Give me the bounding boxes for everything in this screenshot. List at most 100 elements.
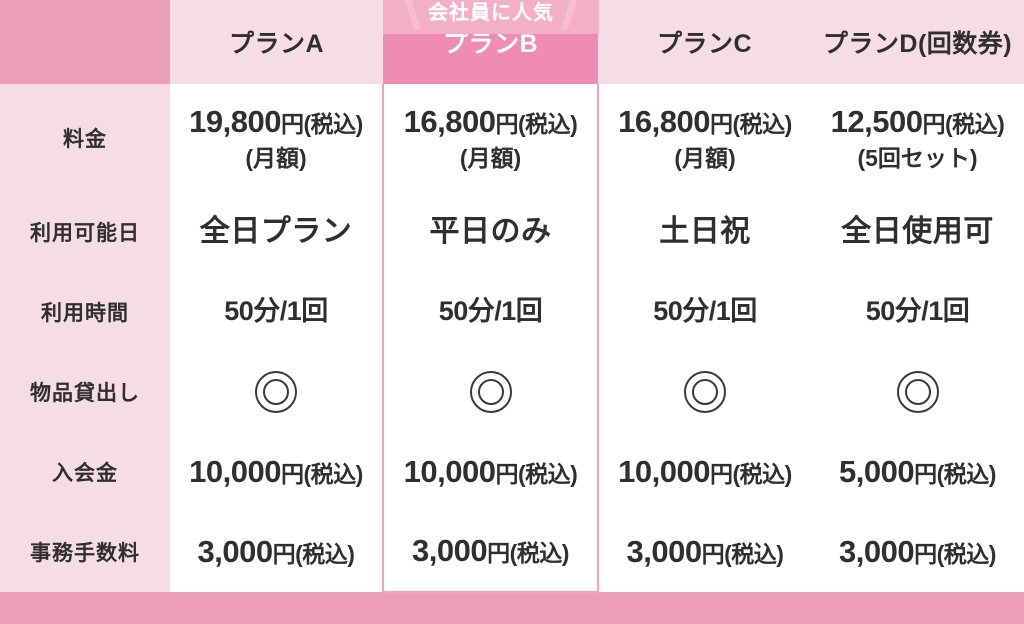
- double-circle-icon: [896, 371, 939, 413]
- cell-entry-fee-plan-a-price: 10,000円(税込): [189, 454, 363, 489]
- cell-admin-fee-plan-b-price: 3,000円(税込): [412, 533, 569, 568]
- cell-admin-fee-plan-b-amount: 3,000: [412, 533, 488, 569]
- table-corner-cell: [0, 0, 170, 84]
- cell-fee-plan-a: 19,800円(税込) (月額): [170, 84, 383, 192]
- ribbon-label: 会社員に人気: [428, 1, 554, 24]
- cell-available-days-plan-b: 平日のみ: [382, 192, 599, 272]
- cell-fee-plan-c: 16,800円(税込) (月額): [598, 84, 811, 192]
- cell-admin-fee-plan-a-price: 3,000円(税込): [198, 534, 355, 569]
- ribbon-slash-right-icon: [560, 0, 579, 30]
- cell-fee-plan-b-amount: 16,800: [403, 104, 496, 140]
- cell-fee-plan-c-sub: (月額): [674, 145, 736, 171]
- cell-fee-plan-c-price: 16,800円(税込): [618, 104, 792, 139]
- cell-fee-plan-d-suffix: 円(税込): [922, 111, 1005, 138]
- cell-available-days-plan-a: 全日プラン: [170, 192, 383, 272]
- table-row-entry-fee: 入会金 10,000円(税込) 10,000円(税込) 10,000円(税込): [0, 432, 1024, 512]
- cell-fee-plan-d-price: 12,500円(税込): [831, 104, 1005, 139]
- column-header-plan-a[interactable]: プランA: [170, 0, 383, 84]
- cell-fee-plan-b-suffix: 円(税込): [495, 111, 578, 138]
- cell-admin-fee-plan-c-price: 3,000円(税込): [627, 534, 784, 569]
- cell-admin-fee-plan-d: 3,000円(税込): [811, 512, 1024, 592]
- row-label-available-days: 利用可能日: [0, 192, 170, 272]
- cell-admin-fee-plan-b: 3,000円(税込): [382, 512, 599, 593]
- cell-fee-plan-d-sub: (5回セット): [857, 145, 978, 171]
- cell-available-days-plan-c-text: 土日祝: [659, 215, 751, 249]
- cell-entry-fee-plan-a-amount: 10,000: [189, 453, 281, 489]
- cell-admin-fee-plan-d-price: 3,000円(税込): [839, 534, 996, 569]
- cell-entry-fee-plan-b-suffix: 円(税込): [495, 460, 578, 487]
- cell-fee-plan-c-suffix: 円(税込): [710, 111, 792, 138]
- row-label-fee: 料金: [0, 84, 170, 192]
- cell-admin-fee-plan-c: 3,000円(税込): [598, 512, 811, 592]
- cell-fee-plan-a-price: 19,800円(税込): [189, 104, 363, 139]
- cell-admin-fee-plan-c-suffix: 円(税込): [701, 540, 784, 567]
- cell-admin-fee-plan-d-suffix: 円(税込): [914, 540, 996, 567]
- cell-fee-plan-b-sub: (月額): [459, 145, 522, 171]
- cell-entry-fee-plan-c-price: 10,000円(税込): [618, 454, 792, 489]
- cell-available-days-plan-d-text: 全日使用可: [841, 215, 994, 249]
- cell-fee-plan-a-amount: 19,800: [189, 104, 281, 140]
- plan-table-body: 料金 19,800円(税込) (月額) 16,800円(税込) (月額) 16,…: [0, 84, 1024, 593]
- cell-usage-time-plan-c: 50分/1回: [598, 272, 811, 352]
- cell-admin-fee-plan-c-amount: 3,000: [626, 533, 703, 569]
- cell-entry-fee-plan-a-suffix: 円(税込): [281, 460, 363, 487]
- cell-usage-time-plan-a: 50分/1回: [170, 272, 383, 352]
- cell-fee-plan-d-amount: 12,500: [830, 104, 923, 140]
- table-row-usage-time: 利用時間 50分/1回 50分/1回 50分/1回 50分/1回: [0, 272, 1024, 352]
- double-circle-icon: [469, 371, 512, 413]
- cell-usage-time-plan-c-text: 50分/1回: [653, 296, 757, 327]
- table-row-available-days: 利用可能日 全日プラン 平日のみ 土日祝 全日使用可: [0, 192, 1024, 272]
- column-header-plan-c-label: プランC: [656, 30, 753, 58]
- table-row-item-rental: 物品貸出し: [0, 352, 1024, 432]
- cell-admin-fee-plan-b-suffix: 円(税込): [487, 540, 569, 567]
- cell-fee-plan-b: 16,800円(税込) (月額): [382, 84, 599, 192]
- cell-entry-fee-plan-b: 10,000円(税込): [382, 432, 599, 512]
- cell-item-rental-plan-c: [598, 352, 811, 432]
- cell-entry-fee-plan-d-price: 5,000円(税込): [839, 454, 996, 489]
- cell-usage-time-plan-a-text: 50分/1回: [224, 296, 328, 327]
- cell-fee-plan-a-suffix: 円(税込): [281, 111, 363, 138]
- cell-entry-fee-plan-b-price: 10,000円(税込): [404, 454, 578, 489]
- cell-usage-time-plan-b-text: 50分/1回: [438, 296, 543, 327]
- row-label-item-rental: 物品貸出し: [0, 352, 170, 432]
- cell-entry-fee-plan-d-amount: 5,000: [839, 453, 915, 489]
- cell-item-rental-plan-d: [811, 352, 1024, 432]
- cell-admin-fee-plan-a: 3,000円(税込): [170, 512, 383, 592]
- column-header-plan-b-label: プランB: [442, 30, 539, 58]
- column-header-plan-a-label: プランA: [228, 30, 325, 58]
- cell-item-rental-plan-a: [170, 352, 383, 432]
- double-circle-icon: [255, 371, 297, 413]
- cell-entry-fee-plan-c-suffix: 円(税込): [710, 460, 792, 487]
- cell-available-days-plan-b-text: 平日のみ: [429, 215, 552, 249]
- cell-entry-fee-plan-d-suffix: 円(税込): [914, 460, 996, 487]
- cell-fee-plan-c-amount: 16,800: [618, 104, 710, 140]
- cell-available-days-plan-c: 土日祝: [598, 192, 811, 272]
- row-label-admin-fee: 事務手数料: [0, 512, 170, 592]
- cell-admin-fee-plan-d-amount: 3,000: [839, 533, 915, 569]
- plan-table: プランA プランB プランC プランD(回数券) 料金 19,800: [0, 0, 1024, 593]
- row-label-usage-time: 利用時間: [0, 272, 170, 352]
- cell-fee-plan-b-price: 16,800円(税込): [404, 104, 578, 139]
- table-row-admin-fee: 事務手数料 3,000円(税込) 3,000円(税込) 3,000円(税込): [0, 512, 1024, 593]
- cell-usage-time-plan-b: 50分/1回: [382, 272, 599, 352]
- cell-available-days-plan-d: 全日使用可: [811, 192, 1024, 272]
- column-header-plan-d-label: プランD(回数券): [822, 30, 1013, 58]
- cell-fee-plan-d: 12,500円(税込) (5回セット): [811, 84, 1024, 192]
- cell-entry-fee-plan-c: 10,000円(税込): [598, 432, 811, 512]
- table-row-fee: 料金 19,800円(税込) (月額) 16,800円(税込) (月額) 16,…: [0, 84, 1024, 192]
- cell-admin-fee-plan-a-amount: 3,000: [197, 533, 274, 569]
- recommended-plan-ribbon: 会社員に人気: [383, 0, 599, 34]
- row-label-entry-fee: 入会金: [0, 432, 170, 512]
- cell-entry-fee-plan-c-amount: 10,000: [618, 453, 710, 489]
- column-header-plan-d[interactable]: プランD(回数券): [811, 0, 1024, 84]
- cell-admin-fee-plan-a-suffix: 円(税込): [272, 540, 355, 567]
- cell-entry-fee-plan-d: 5,000円(税込): [811, 432, 1024, 512]
- double-circle-icon: [684, 371, 726, 413]
- cell-item-rental-plan-b: [382, 352, 599, 432]
- column-header-plan-c[interactable]: プランC: [598, 0, 811, 84]
- cell-usage-time-plan-d-text: 50分/1回: [865, 296, 970, 327]
- cell-entry-fee-plan-b-amount: 10,000: [403, 453, 496, 489]
- cell-entry-fee-plan-a: 10,000円(税込): [170, 432, 383, 512]
- ribbon-slash-left-icon: [403, 0, 422, 30]
